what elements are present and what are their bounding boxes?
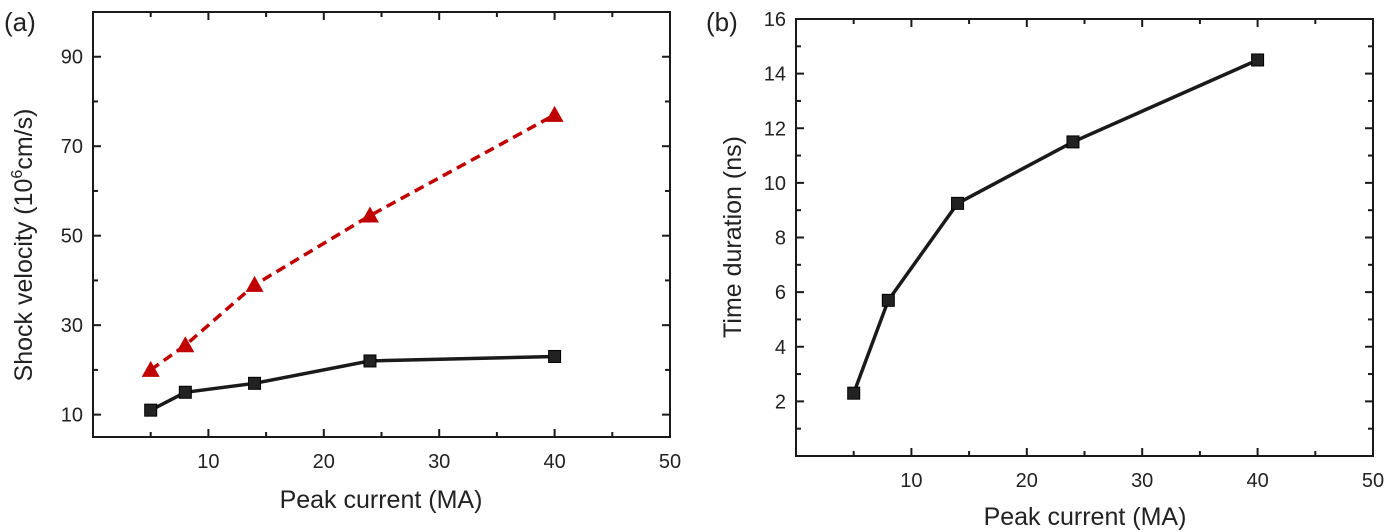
series-line [852,58,1259,394]
x-tick-label: 30 [1131,470,1153,492]
y-tick-label: 12 [764,118,786,140]
data-point [881,293,895,307]
panel-b-x-axis-label: Peak current (MA) [984,503,1187,531]
data-point [176,336,195,353]
x-tick-label: 50 [659,451,681,473]
panel-a-y-axis-label-sup: 6 [9,170,26,179]
y-tick-label: 2 [775,391,786,413]
data-point [545,105,564,122]
panel-b-frame [795,18,1374,457]
y-tick-label: 70 [61,136,83,158]
x-tick-label: 40 [1246,470,1268,492]
x-tick-label: 10 [900,470,922,492]
panel-a-series [141,105,564,417]
series-line [149,113,556,372]
data-point [141,360,160,377]
x-tick-label: 50 [1362,470,1384,492]
y-tick-label: 8 [775,228,786,250]
data-point [178,385,192,399]
panel-a-y-axis-label-prefix: Shock velocity (10 [10,179,38,382]
panel-b-series [847,53,1265,400]
x-tick-label: 20 [1016,470,1038,492]
y-tick-label: 10 [764,173,786,195]
data-point [245,275,264,292]
x-tick-label: 30 [428,451,450,473]
data-point [1066,135,1080,149]
panel-b: (b) 10 20 30 40 50 2 4 6 8 10 12 14 16 Peak current … [706,7,1384,531]
panel-b-tick-labels: 10 20 30 40 50 2 4 6 8 10 12 14 16 [764,9,1384,492]
panel-a-y-axis-label: Shock velocity (106cm/s) [9,109,38,382]
y-tick-label: 14 [764,64,786,86]
panel-b-label: (b) [706,7,738,37]
y-tick-label: 50 [61,226,83,248]
x-tick-label: 10 [197,451,219,473]
data-point [1251,53,1265,67]
x-tick-label: 40 [543,451,565,473]
y-tick-label: 6 [775,282,786,304]
y-tick-label: 30 [61,315,83,337]
panel-a-y-axis-label-suffix: cm/s) [10,109,38,170]
panel-a-frame [92,11,671,438]
x-tick-label: 20 [313,451,335,473]
data-point [144,403,158,417]
panel-a: (a) 10 20 30 40 50 10 30 50 70 90 Peak current (M… [4,7,681,514]
y-tick-label: 10 [61,405,83,427]
panel-a-tick-labels: 10 20 30 40 50 10 30 50 70 90 [61,47,681,473]
panel-a-x-axis-label: Peak current (MA) [280,486,483,514]
panel-b-y-axis-label: Time duration (ns) [719,136,747,338]
data-point [847,386,861,400]
panel-b-ticks [796,19,1373,456]
panel-a-ticks [93,12,670,437]
data-point [951,196,965,210]
series-line [149,354,555,412]
y-tick-label: 90 [61,47,83,69]
data-point [360,206,379,223]
data-point [363,354,377,368]
panel-a-label: (a) [4,7,36,37]
y-tick-label: 4 [775,337,786,359]
data-point [248,376,262,390]
y-tick-label: 16 [764,9,786,31]
data-point [548,349,562,363]
